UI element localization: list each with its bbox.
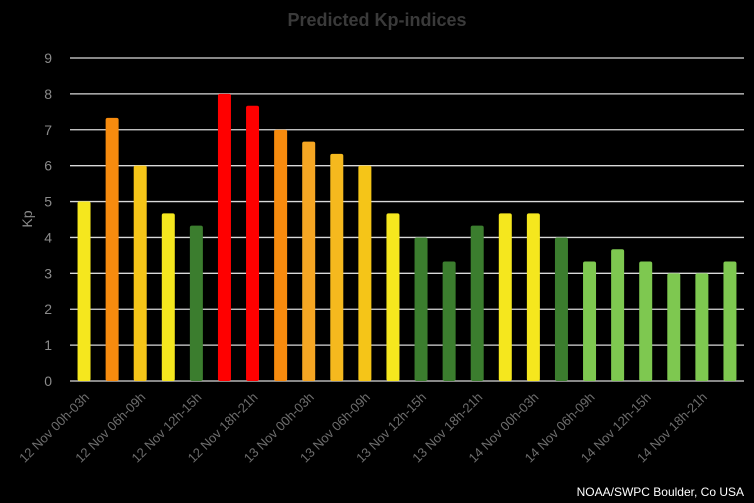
y-tick-label: 9: [44, 50, 52, 66]
y-tick-label: 1: [44, 337, 52, 353]
y-tick-label: 5: [44, 194, 52, 210]
bar: [554, 237, 568, 381]
bar: [133, 165, 147, 381]
source-note: NOAA/SWPC Boulder, Co USA: [577, 485, 744, 499]
bar: [583, 261, 597, 381]
y-tick-label: 7: [44, 122, 52, 138]
bar: [302, 141, 316, 381]
y-tick-labels: 0 1 2 3 4 5 6 7 8 9: [44, 50, 52, 389]
y-tick-label: 6: [44, 158, 52, 174]
bar: [246, 105, 260, 381]
bar: [77, 201, 91, 381]
bar: [386, 213, 400, 381]
bar: [442, 261, 456, 381]
chart-title: Predicted Kp-indices: [287, 10, 466, 30]
y-axis-label: Kp: [19, 210, 35, 227]
bar: [274, 129, 288, 381]
bar: [639, 261, 653, 381]
bar: [526, 213, 540, 381]
y-tick-label: 2: [44, 301, 52, 317]
bar: [330, 153, 344, 381]
bar: [723, 261, 737, 381]
bar: [470, 225, 484, 381]
bar: [217, 93, 231, 381]
bar: [414, 237, 428, 381]
y-tick-label: 0: [44, 373, 52, 389]
y-tick-label: 8: [44, 86, 52, 102]
bar: [611, 249, 625, 381]
y-tick-label: 4: [44, 229, 52, 245]
y-tick-label: 3: [44, 265, 52, 281]
bar: [161, 213, 175, 381]
bar: [498, 213, 512, 381]
bar: [695, 273, 709, 381]
gridlines: [70, 57, 744, 382]
bar: [667, 273, 681, 381]
bars: [77, 93, 737, 381]
bar: [189, 225, 203, 381]
bar: [358, 165, 372, 381]
bar: [105, 117, 119, 381]
